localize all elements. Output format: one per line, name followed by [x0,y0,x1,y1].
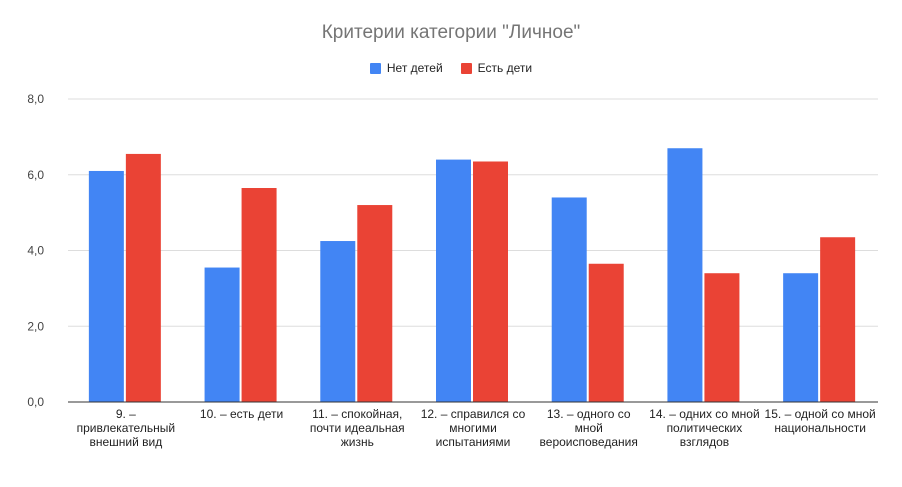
x-tick-label: 10. – есть дети [199,407,284,421]
x-tick-label: 9. – привлекательный внешний вид [76,407,176,449]
x-tick-label: 13. – одного со мной вероисповедания [539,407,638,449]
bar [820,237,856,402]
bar [88,170,124,402]
legend-label: Нет детей [386,61,443,75]
bar [783,273,819,402]
bar [704,273,740,402]
bar [588,263,624,402]
x-tick-label: 15. – одной со мной национальности [764,407,876,435]
y-tick-label: 4,0 [27,244,44,258]
y-tick-label: 6,0 [27,168,44,182]
y-tick-label: 0,0 [27,395,44,409]
y-tick-label: 8,0 [27,92,44,106]
legend: Нет детей Есть дети [0,61,902,75]
bar [357,205,393,402]
chart-title: Критерии категории "Личное" [321,22,581,43]
x-tick-label: 11. – спокойная, почти идеальная жизнь [309,407,405,449]
bar [551,197,587,402]
legend-item-no-children: Нет детей [369,61,443,75]
legend-label: Есть дети [477,61,533,75]
bar [320,241,356,402]
bar [125,153,161,402]
bar [241,188,277,402]
y-tick-label: 2,0 [27,319,44,333]
bar [204,267,240,402]
legend-item-have-children: Есть дети [460,61,533,75]
legend-swatch [369,62,381,74]
x-tick-label: 12. – справился со многими испытаниями [420,407,526,449]
bar [473,161,508,402]
legend-swatch [460,62,472,74]
x-tick-label: 14. – одних со мной политических взглядо… [649,407,760,449]
bar [436,159,471,402]
bar [667,148,703,402]
